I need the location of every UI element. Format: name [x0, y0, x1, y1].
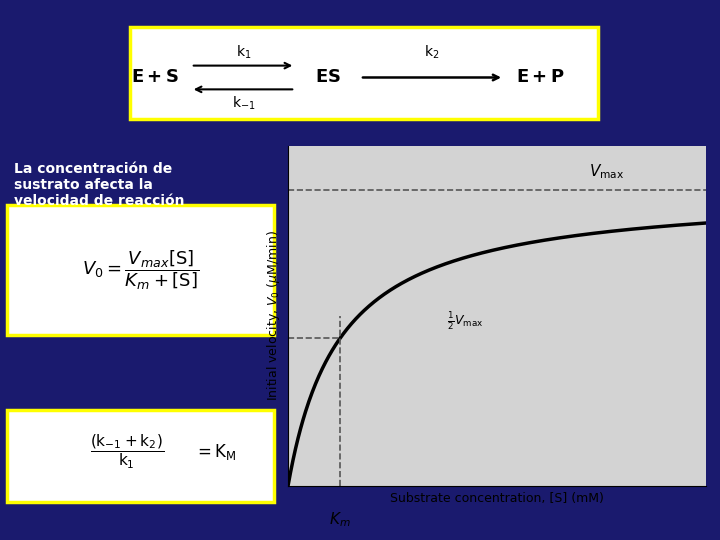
- Text: k$_1$: k$_1$: [235, 44, 251, 62]
- Text: $\dfrac{(\mathrm{k}_{-1} + \mathrm{k}_2)}{\mathrm{k}_1}$: $\dfrac{(\mathrm{k}_{-1} + \mathrm{k}_2)…: [90, 433, 164, 471]
- Text: k$_{-1}$: k$_{-1}$: [232, 94, 255, 112]
- Text: $\frac{1}{2}V_{\mathrm{max}}$: $\frac{1}{2}V_{\mathrm{max}}$: [446, 310, 483, 332]
- Text: $\mathbf{E + S}$: $\mathbf{E + S}$: [131, 69, 179, 86]
- Text: $V_0 = \dfrac{V_{max}[\mathrm{S}]}{K_m + [\mathrm{S}]}$: $V_0 = \dfrac{V_{max}[\mathrm{S}]}{K_m +…: [82, 248, 199, 292]
- Text: $= \mathrm{K}_\mathrm{M}$: $= \mathrm{K}_\mathrm{M}$: [194, 442, 236, 462]
- Y-axis label: Initial velocity, $V_0$ ($\mu$M/min): Initial velocity, $V_0$ ($\mu$M/min): [266, 231, 282, 401]
- X-axis label: Substrate concentration, [S] (mM): Substrate concentration, [S] (mM): [390, 491, 604, 504]
- Bar: [130, 27, 598, 119]
- Bar: [7, 410, 274, 502]
- Text: $\mathbf{ES}$: $\mathbf{ES}$: [315, 69, 341, 86]
- Bar: [7, 205, 274, 335]
- Text: $\mathbf{E + P}$: $\mathbf{E + P}$: [516, 69, 564, 86]
- Text: La concentración de
sustrato afecta la
velocidad de reacción
catalizada por enzi: La concentración de sustrato afecta la v…: [14, 162, 194, 225]
- Text: k$_2$: k$_2$: [424, 44, 440, 62]
- Text: $K_m$: $K_m$: [329, 510, 351, 529]
- Text: $V_{\mathrm{max}}$: $V_{\mathrm{max}}$: [589, 163, 624, 181]
